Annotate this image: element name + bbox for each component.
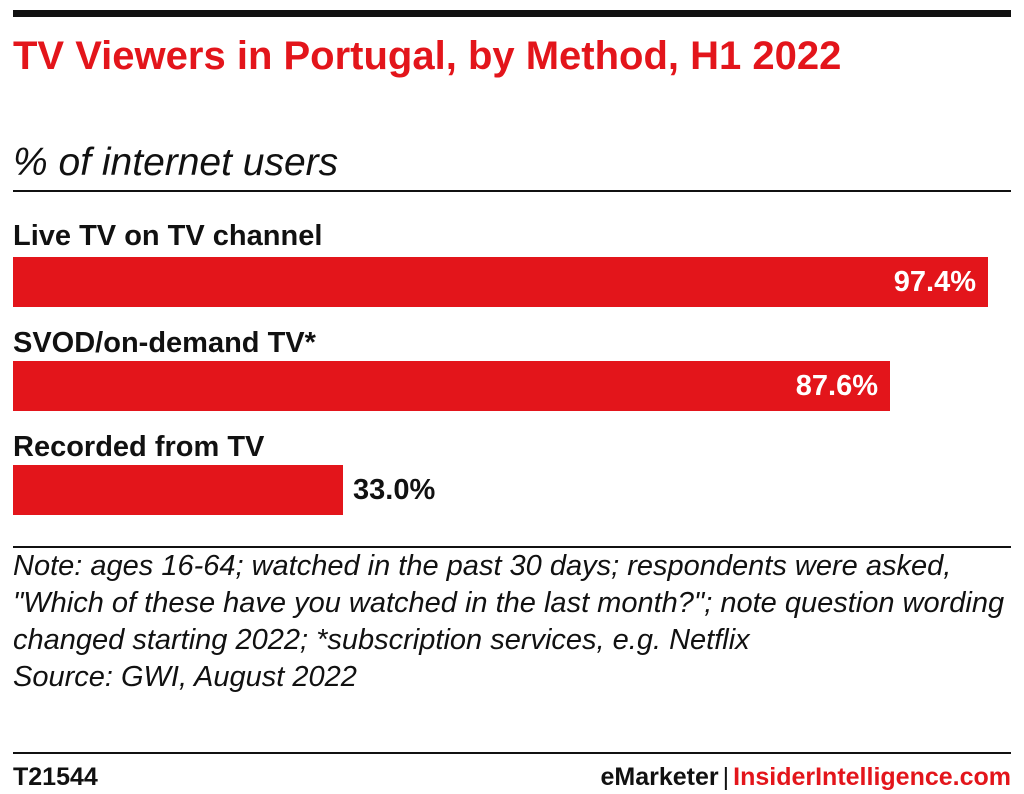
chart-id: T21544 [13, 763, 98, 791]
bar [13, 361, 890, 411]
value-label: 87.6% [795, 370, 878, 402]
brand-insiderintelligence: InsiderIntelligence.com [733, 763, 1011, 791]
bar [13, 257, 988, 307]
header-divider [13, 190, 1011, 192]
category-label: Live TV on TV channel [13, 220, 323, 252]
value-label: 97.4% [893, 266, 976, 298]
chart-note: Note: ages 16-64; watched in the past 30… [13, 548, 1011, 696]
chart-title: TV Viewers in Portugal, by Method, H1 20… [13, 34, 842, 78]
footer-divider [13, 752, 1011, 754]
brand-emarketer: eMarketer [600, 763, 719, 791]
category-label: SVOD/on-demand TV* [13, 327, 316, 359]
note-label: Note: [13, 550, 83, 582]
category-label: Recorded from TV [13, 431, 265, 463]
brand-credit: eMarketer | InsiderIntelligence.com [601, 762, 1012, 792]
chart-subtitle: % of internet users [13, 141, 339, 184]
top-rule [13, 10, 1011, 17]
source-text: Source: GWI, August 2022 [13, 661, 357, 693]
note-divider [13, 546, 1011, 548]
value-label: 33.0% [353, 474, 436, 506]
note-text: ages 16-64; watched in the past 30 days;… [13, 550, 1005, 656]
brand-separator: | [722, 763, 730, 791]
bar [13, 465, 343, 515]
